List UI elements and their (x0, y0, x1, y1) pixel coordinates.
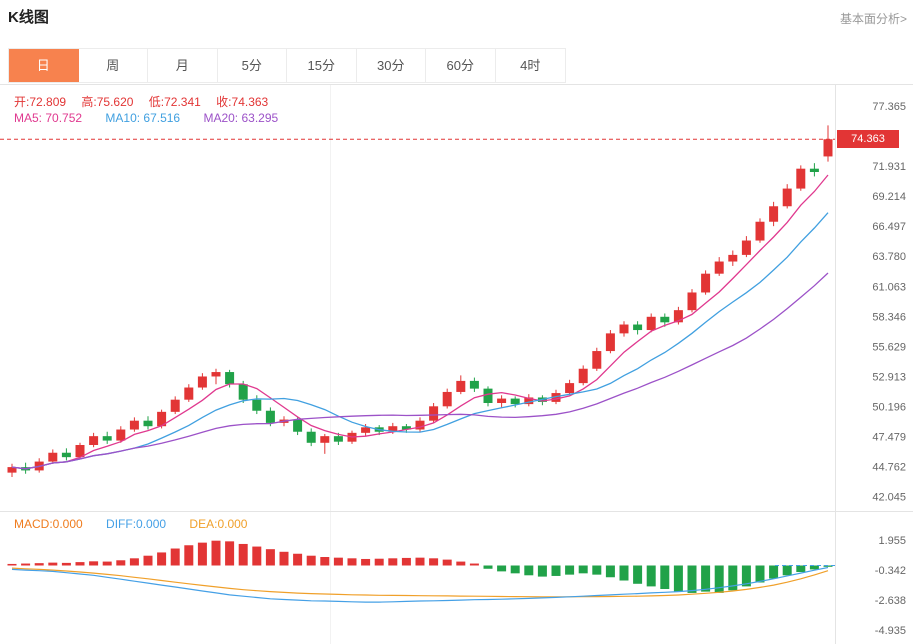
svg-text:-0.342: -0.342 (875, 565, 906, 577)
low-value: 低:72.341 (148, 95, 201, 109)
ma-lines (11, 174, 829, 470)
ohlc-legend: 开:72.809 高:75.620 低:72.341 收:74.363 (14, 93, 280, 110)
svg-text:44.762: 44.762 (872, 461, 906, 473)
interval-tab[interactable]: 15分 (287, 49, 357, 82)
svg-text:61.063: 61.063 (872, 281, 906, 293)
interval-tab[interactable]: 月 (148, 49, 218, 82)
interval-tabs: 日周月 5分 15分 30分 60分 4时 (8, 48, 566, 83)
svg-text:-2.638: -2.638 (875, 595, 906, 607)
open-value: 开:72.809 (14, 95, 67, 109)
interval-tab[interactable]: 周 (78, 49, 148, 82)
macd-panel (7, 540, 835, 603)
page-title: K线图 (8, 9, 49, 26)
interval-tab[interactable]: 4时 (495, 49, 565, 82)
interval-tab[interactable]: 30分 (356, 49, 426, 82)
svg-text:58.346: 58.346 (872, 311, 906, 323)
svg-text:71.931: 71.931 (872, 161, 906, 173)
svg-text:1.955: 1.955 (878, 535, 906, 547)
ma10-value: MA10: 67.516 (105, 111, 181, 125)
diff-value: DIFF:0.000 (106, 517, 167, 531)
ma20-value: MA20: 63.295 (203, 111, 279, 125)
svg-text:52.913: 52.913 (872, 371, 906, 383)
interval-tab[interactable]: 日 (9, 49, 79, 82)
fundamental-analysis-link[interactable]: 基本面分析> (839, 12, 907, 26)
macd-value: MACD:0.000 (14, 517, 83, 531)
svg-text:63.780: 63.780 (872, 251, 906, 263)
ma5-value: MA5: 70.752 (14, 111, 83, 125)
current-price-tag: 74.363 (837, 130, 899, 149)
svg-text:77.365: 77.365 (872, 101, 906, 113)
svg-text:42.045: 42.045 (872, 491, 906, 503)
svg-text:66.497: 66.497 (872, 221, 906, 233)
dea-value: DEA:0.000 (189, 517, 248, 531)
svg-text:-4.935: -4.935 (875, 625, 906, 637)
interval-tab[interactable]: 5分 (217, 49, 287, 82)
svg-text:69.214: 69.214 (872, 191, 906, 203)
svg-text:47.479: 47.479 (872, 431, 906, 443)
interval-tab[interactable]: 60分 (426, 49, 496, 82)
price-axis: 77.365 71.931 69.214 66.497 63.780 61.063 58.3… (872, 101, 906, 637)
grid-lines (0, 84, 913, 644)
svg-text:50.196: 50.196 (872, 401, 906, 413)
high-value: 高:75.620 (81, 95, 134, 109)
ma-legend: MA5: 70.752 MA10: 67.516 MA20: 63.295 (14, 111, 298, 125)
svg-text:55.629: 55.629 (872, 341, 906, 353)
candlesticks (7, 125, 833, 478)
macd-legend: MACD:0.000 DIFF:0.000 DEA:0.000 (14, 517, 267, 531)
close-value: 收:74.363 (216, 95, 269, 109)
